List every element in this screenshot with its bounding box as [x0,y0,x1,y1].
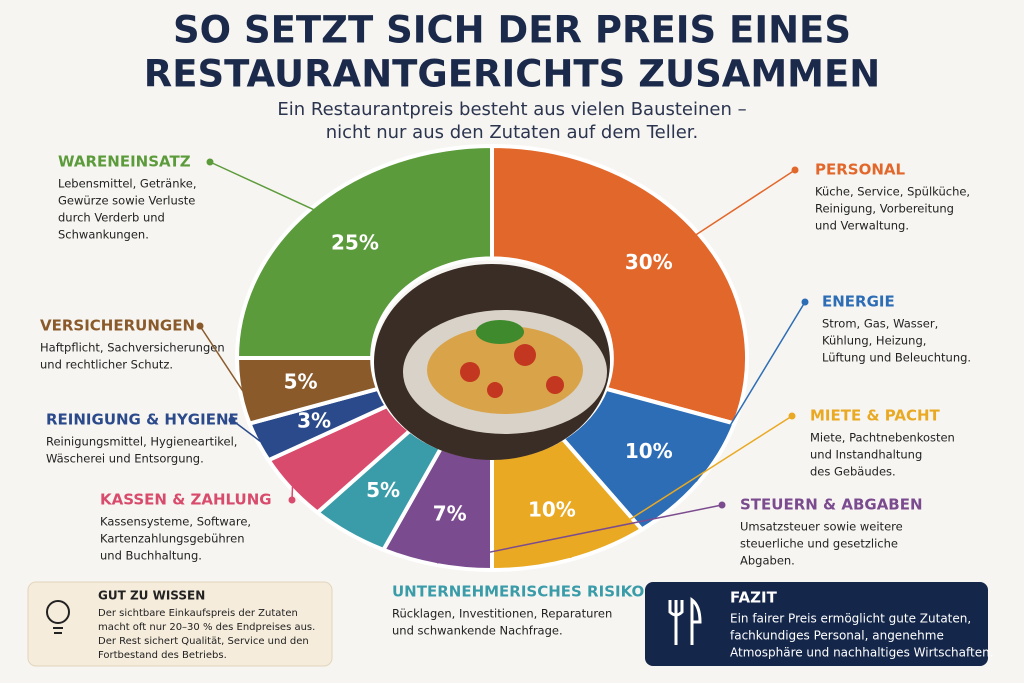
info-box [27,581,333,667]
value-label: 5% [284,370,318,394]
connector [199,325,244,392]
title-line: RESTAURANTGERICHTS ZUSAMMEN [144,53,880,96]
bulb-icon [46,600,70,634]
category-heading: WARENEINSATZ [58,153,191,171]
connector-dot [718,501,726,509]
category-heading: PERSONAL [815,161,906,179]
category-description: und Instandhaltung [810,448,922,462]
category-description: Umsatzsteuer sowie weitere [740,520,903,534]
value-label: 10% [625,439,673,463]
segment [490,143,749,426]
category-description: steuerliche und gesetzliche [740,537,898,551]
category-description: und Buchhaltung. [100,549,202,563]
category-description: Miete, Pachtnebenkosten [810,431,955,445]
category-description: und Verwaltung. [815,219,909,233]
category-description: Abgaben. [740,554,795,568]
category-description: Kassensysteme, Software, [100,515,251,529]
category-heading: STEUERN & ABGABEN [740,496,923,514]
category-description: Reinigungsmittel, Hygieneartikel, [46,435,237,449]
info-line: Der sichtbare Einkaufspreis der Zutaten [98,608,298,619]
title-line: SO SETZT SICH DER PREIS EINES [173,9,851,52]
connector-dot [228,416,236,424]
connector-dot [791,166,799,174]
connector-dot [196,322,204,330]
connector [436,504,723,564]
info-title: GUT ZU WISSEN [98,589,205,603]
conclusion-title: FAZIT [730,589,778,607]
category-description: Rücklagen, Investitionen, Reparaturen [392,607,612,621]
connector [695,301,806,482]
info-line: Der Rest sichert Qualität, Service und d… [98,636,309,647]
value-label: 3% [297,408,331,432]
category-description: Lebensmittel, Getränke, [58,177,196,191]
category-description: Kühlung, Heizung, [822,334,926,348]
category-heading: ENERGIE [822,293,895,311]
subtitle-line: nicht nur aus den Zutaten auf dem Teller… [326,122,699,143]
connector [695,169,796,236]
conclusion-line: Atmosphäre und nachhaltiges Wirtschaften… [730,646,994,660]
info-line: Fortbestand des Betriebs. [98,650,227,661]
connector [231,419,261,442]
value-label: 25% [331,231,379,255]
category-description: Küche, Service, Spülküche, [815,185,970,199]
category-description: durch Verderb und [58,211,165,225]
connector-dot [288,496,296,504]
category-heading: REINIGUNG & HYGIENE [46,411,239,429]
category-description: Reinigung, Vorbereitung [815,202,954,216]
connector [209,161,314,211]
connector [569,415,793,559]
value-label: 5% [366,478,400,502]
connector-dot [788,412,796,420]
value-label: 30% [625,250,673,274]
category-description: und rechtlicher Schutz. [40,358,173,372]
category-description: Lüftung und Beleuchtung. [822,351,971,365]
category-heading: MIETE & PACHT [810,407,941,425]
category-description: Gewürze sowie Verluste [58,194,195,208]
info-line: macht oft nur 20–30 % des Endpreises aus… [98,622,315,633]
subtitle-line: Ein Restaurantpreis besteht aus vielen B… [277,99,746,120]
category-description: Strom, Gas, Wasser, [822,317,938,331]
value-label: 10% [528,498,576,522]
category-heading: UNTERNEHMERISCHES RISIKO [392,583,644,601]
category-description: Schwankungen. [58,228,149,242]
category-description: Kartenzahlungsgebühren [100,532,245,546]
category-heading: KASSEN & ZAHLUNG [100,491,272,509]
category-description: und schwankende Nachfrage. [392,624,563,638]
segment [234,143,494,360]
conclusion-line: Ein fairer Preis ermöglicht gute Zutaten… [730,612,971,626]
conclusion-line: fachkundiges Personal, angenehme [730,629,944,643]
conclusion-box [645,582,988,666]
category-description: des Gebäudes. [810,465,896,479]
value-label: 7% [433,502,467,526]
connector-dot [206,158,214,166]
category-description: Wäscherei und Entsorgung. [46,452,204,466]
category-heading: VERSICHERUNGEN [40,317,195,335]
connector-dot [801,298,809,306]
plate [374,264,610,460]
cutlery-icon [668,596,702,645]
category-description: Haftpflicht, Sachversicherungen [40,341,225,355]
